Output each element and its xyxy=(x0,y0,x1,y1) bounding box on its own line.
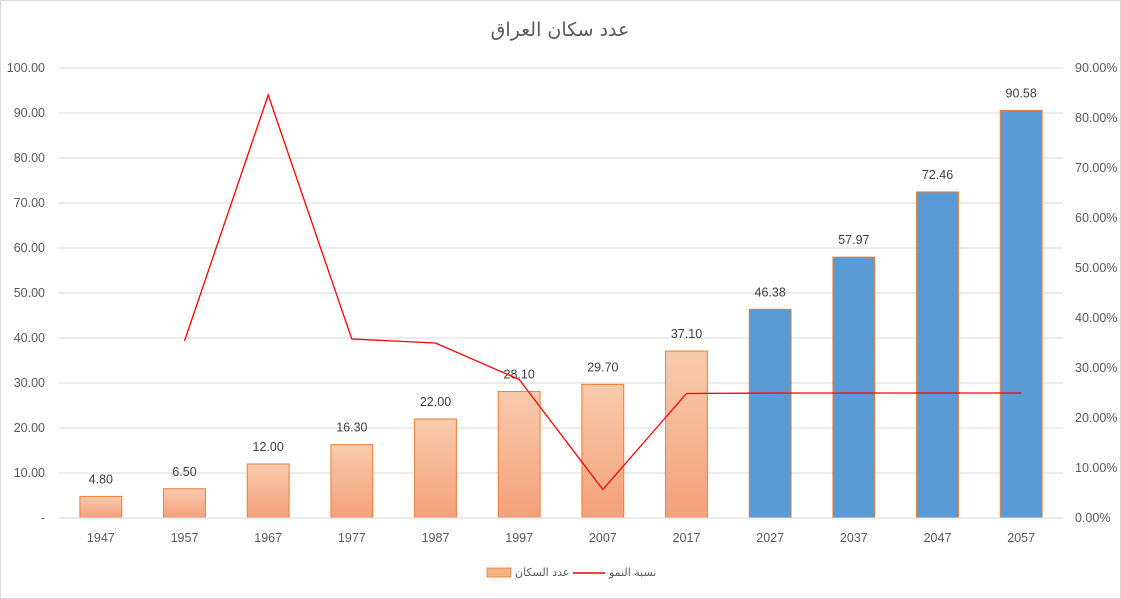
bar-projected xyxy=(748,308,792,519)
right-axis-tick-label: 90.00% xyxy=(1075,61,1117,75)
bar-projected xyxy=(999,109,1043,519)
gridlines xyxy=(59,67,1063,474)
right-axis-tick-label: 30.00% xyxy=(1075,361,1117,375)
bar-data-label: 16.30 xyxy=(336,421,367,435)
x-axis-tick-label: 2007 xyxy=(589,531,617,545)
bar-data-label: 57.97 xyxy=(838,233,869,247)
bar xyxy=(581,383,625,519)
left-axis-tick-label: - xyxy=(41,511,45,525)
right-axis-tick-label: 0.00% xyxy=(1075,511,1110,525)
left-axis-tick-label: 20.00 xyxy=(14,421,45,435)
bar-data-labels: 4.80 6.50 12.00 16.30 22.00 28.10 29.70 37.10 46… xyxy=(89,86,1037,486)
left-axis-tick-label: 80.00 xyxy=(14,151,45,165)
bar xyxy=(665,350,708,519)
bar-data-label: 22.00 xyxy=(420,395,451,409)
legend-swatch-population xyxy=(486,567,512,578)
bar-projected xyxy=(832,256,876,519)
x-axis-tick-label: 1947 xyxy=(87,531,115,545)
bar-series xyxy=(79,109,1043,519)
bar xyxy=(246,463,290,519)
bar xyxy=(497,391,541,519)
bar-data-label: 46.38 xyxy=(755,285,786,299)
legend: عدد السكان نسبة النمو xyxy=(486,566,656,579)
x-axis-tick-label: 1967 xyxy=(254,531,282,545)
right-axis-tick-label: 50.00% xyxy=(1075,261,1117,275)
bar-data-label: 6.50 xyxy=(172,465,196,479)
bar-projected xyxy=(916,191,959,519)
right-axis-tick-label: 40.00% xyxy=(1075,311,1117,325)
growth-line-series xyxy=(183,92,1022,491)
chart-title: عدد سكان العراق xyxy=(491,19,630,41)
left-axis-tick-label: 50.00 xyxy=(14,286,45,300)
x-axis-tick-label: 2037 xyxy=(840,531,868,545)
bar-data-label: 72.46 xyxy=(922,168,953,182)
right-axis-tick-label: 20.00% xyxy=(1075,411,1117,425)
left-axis-tick-label: 40.00 xyxy=(14,331,45,345)
x-axis-tick-label: 1997 xyxy=(505,531,533,545)
bar-data-label: 29.70 xyxy=(587,360,618,374)
x-axis: 1947 1957 1967 1977 1987 1997 2007 2017 2027 2037… xyxy=(59,517,1063,545)
bar-data-label: 4.80 xyxy=(89,472,113,486)
left-axis-tick-label: 10.00 xyxy=(14,466,45,480)
right-axis-tick-label: 10.00% xyxy=(1075,461,1117,475)
left-axis-tick-label: 70.00 xyxy=(14,196,45,210)
left-axis-tick-label: 100.00 xyxy=(7,61,45,75)
x-axis-tick-label: 2027 xyxy=(756,531,784,545)
bar-data-label: 28.10 xyxy=(504,368,535,382)
growth-line xyxy=(183,92,1022,491)
bar xyxy=(163,488,206,519)
right-axis-tick-label: 60.00% xyxy=(1075,211,1117,225)
legend-label-population: عدد السكان xyxy=(515,566,569,579)
bar xyxy=(414,418,457,519)
left-axis: - 10.00 20.00 30.00 40.00 50.00 60.00 70.00 80.0… xyxy=(7,61,45,525)
right-axis-tick-label: 80.00% xyxy=(1075,111,1117,125)
x-axis-tick-label: 1987 xyxy=(422,531,450,545)
x-axis-tick-label: 1977 xyxy=(338,531,366,545)
right-axis-tick-label: 70.00% xyxy=(1075,161,1117,175)
right-axis: 0.00% 10.00% 20.00% 30.00% 40.00% 50.00% 60.00… xyxy=(1075,61,1117,525)
x-axis-tick-label: 2057 xyxy=(1007,531,1035,545)
bar xyxy=(330,444,374,519)
bar-data-label: 12.00 xyxy=(253,440,284,454)
legend-label-growth: نسبة النمو xyxy=(608,566,656,579)
bar xyxy=(79,495,123,519)
bar-data-label: 37.10 xyxy=(671,327,702,341)
x-axis-tick-label: 2017 xyxy=(673,531,701,545)
bar-data-label: 90.58 xyxy=(1006,86,1037,100)
left-axis-tick-label: 60.00 xyxy=(14,241,45,255)
x-axis-tick-label: 2047 xyxy=(924,531,952,545)
x-axis-tick-label: 1957 xyxy=(171,531,199,545)
left-axis-tick-label: 90.00 xyxy=(14,106,45,120)
left-axis-tick-label: 30.00 xyxy=(14,376,45,390)
